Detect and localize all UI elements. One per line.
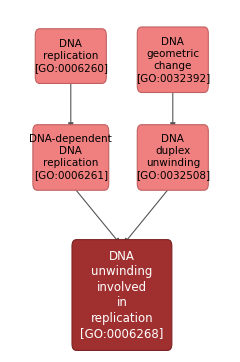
- FancyBboxPatch shape: [35, 29, 106, 84]
- Text: DNA-dependent
DNA
replication
[GO:0006261]: DNA-dependent DNA replication [GO:000626…: [30, 134, 112, 181]
- FancyBboxPatch shape: [137, 125, 208, 190]
- Text: DNA
unwinding
involved
in
replication
[GO:0006268]: DNA unwinding involved in replication [G…: [80, 250, 164, 340]
- Text: DNA
geometric
change
[GO:0032392]: DNA geometric change [GO:0032392]: [136, 37, 210, 83]
- Text: DNA
duplex
unwinding
[GO:0032508]: DNA duplex unwinding [GO:0032508]: [136, 134, 210, 181]
- FancyBboxPatch shape: [137, 27, 208, 93]
- Text: DNA
replication
[GO:0006260]: DNA replication [GO:0006260]: [34, 39, 108, 73]
- FancyBboxPatch shape: [72, 240, 172, 350]
- FancyBboxPatch shape: [33, 125, 109, 190]
